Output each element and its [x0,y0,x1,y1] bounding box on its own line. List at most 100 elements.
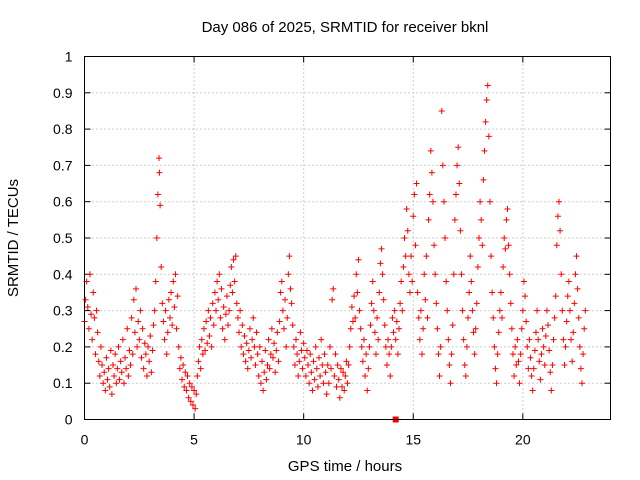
data-point [444,307,451,314]
data-point [219,325,226,332]
data-point [527,354,534,361]
data-point [253,329,260,336]
data-point [372,351,379,358]
data-point [451,216,458,223]
data-point [471,351,478,358]
data-point [535,336,542,343]
data-point [131,329,138,336]
data-point [546,347,553,354]
data-point [164,329,171,336]
data-point [122,354,129,361]
data-point [472,325,479,332]
data-point [531,347,538,354]
data-point [340,369,347,376]
data-point [202,347,209,354]
data-point [169,322,176,329]
data-point [106,383,113,390]
x-tick-labels: 0 5 10 15 20 [81,432,531,448]
data-point [341,387,348,394]
data-point [168,289,175,296]
data-point [166,314,173,321]
data-point [139,325,146,332]
data-point [285,271,292,278]
data-point [252,362,259,369]
x-tick-label: 15 [405,432,421,448]
data-point [129,351,136,358]
data-point [295,372,302,379]
data-point [513,362,520,369]
y-tick-label: 0.3 [53,303,73,319]
data-point [292,336,299,343]
data-point [446,362,453,369]
data-point [225,322,232,329]
data-point [133,285,140,292]
data-point [377,260,384,267]
data-point [452,191,459,198]
data-point [245,347,252,354]
data-point [328,365,335,372]
data-point [436,372,443,379]
data-point [186,380,193,387]
data-point [282,296,289,303]
data-point [329,296,336,303]
data-point [271,340,278,347]
data-point [209,300,216,307]
data-point [153,235,160,241]
data-point [277,289,284,296]
data-point [523,318,530,325]
data-point [575,314,582,321]
data-point [440,198,447,205]
data-point [229,289,236,296]
data-point [484,82,491,89]
data-point [352,314,359,321]
data-point [570,329,577,336]
data-point [333,383,340,390]
data-point [370,307,377,314]
data-point [563,318,570,325]
data-point [91,314,98,321]
data-point [150,322,157,329]
data-point [321,351,328,358]
data-point [387,372,394,379]
data-point [405,271,412,278]
data-point [182,369,189,376]
data-point [244,365,251,372]
data-point [297,329,304,336]
data-point [394,351,401,358]
data-point [344,380,351,387]
data-point [259,358,266,365]
data-point [326,343,333,350]
data-point [515,358,522,365]
data-point [519,307,526,314]
data-point [450,271,457,278]
data-point [149,347,156,354]
data-point [376,289,383,296]
data-point [552,293,559,300]
data-point [191,387,198,394]
data-point [368,300,375,307]
data-point [117,358,124,365]
data-point [343,358,350,365]
data-point [369,278,376,285]
data-point [392,336,399,343]
data-point [205,307,212,314]
data-point [207,314,214,321]
data-point [232,253,239,260]
data-point [364,387,371,394]
data-point [500,264,507,271]
data-point [469,307,476,314]
data-point [412,242,419,249]
data-point [266,365,273,372]
data-point [107,347,114,354]
data-point [491,343,498,350]
data-point [356,307,363,314]
data-point [230,256,237,263]
data-point [359,358,366,365]
data-point [512,343,519,350]
data-point [473,300,480,307]
data-point [429,198,436,205]
data-point [100,380,107,387]
data-point [311,376,318,383]
data-point [443,278,450,285]
